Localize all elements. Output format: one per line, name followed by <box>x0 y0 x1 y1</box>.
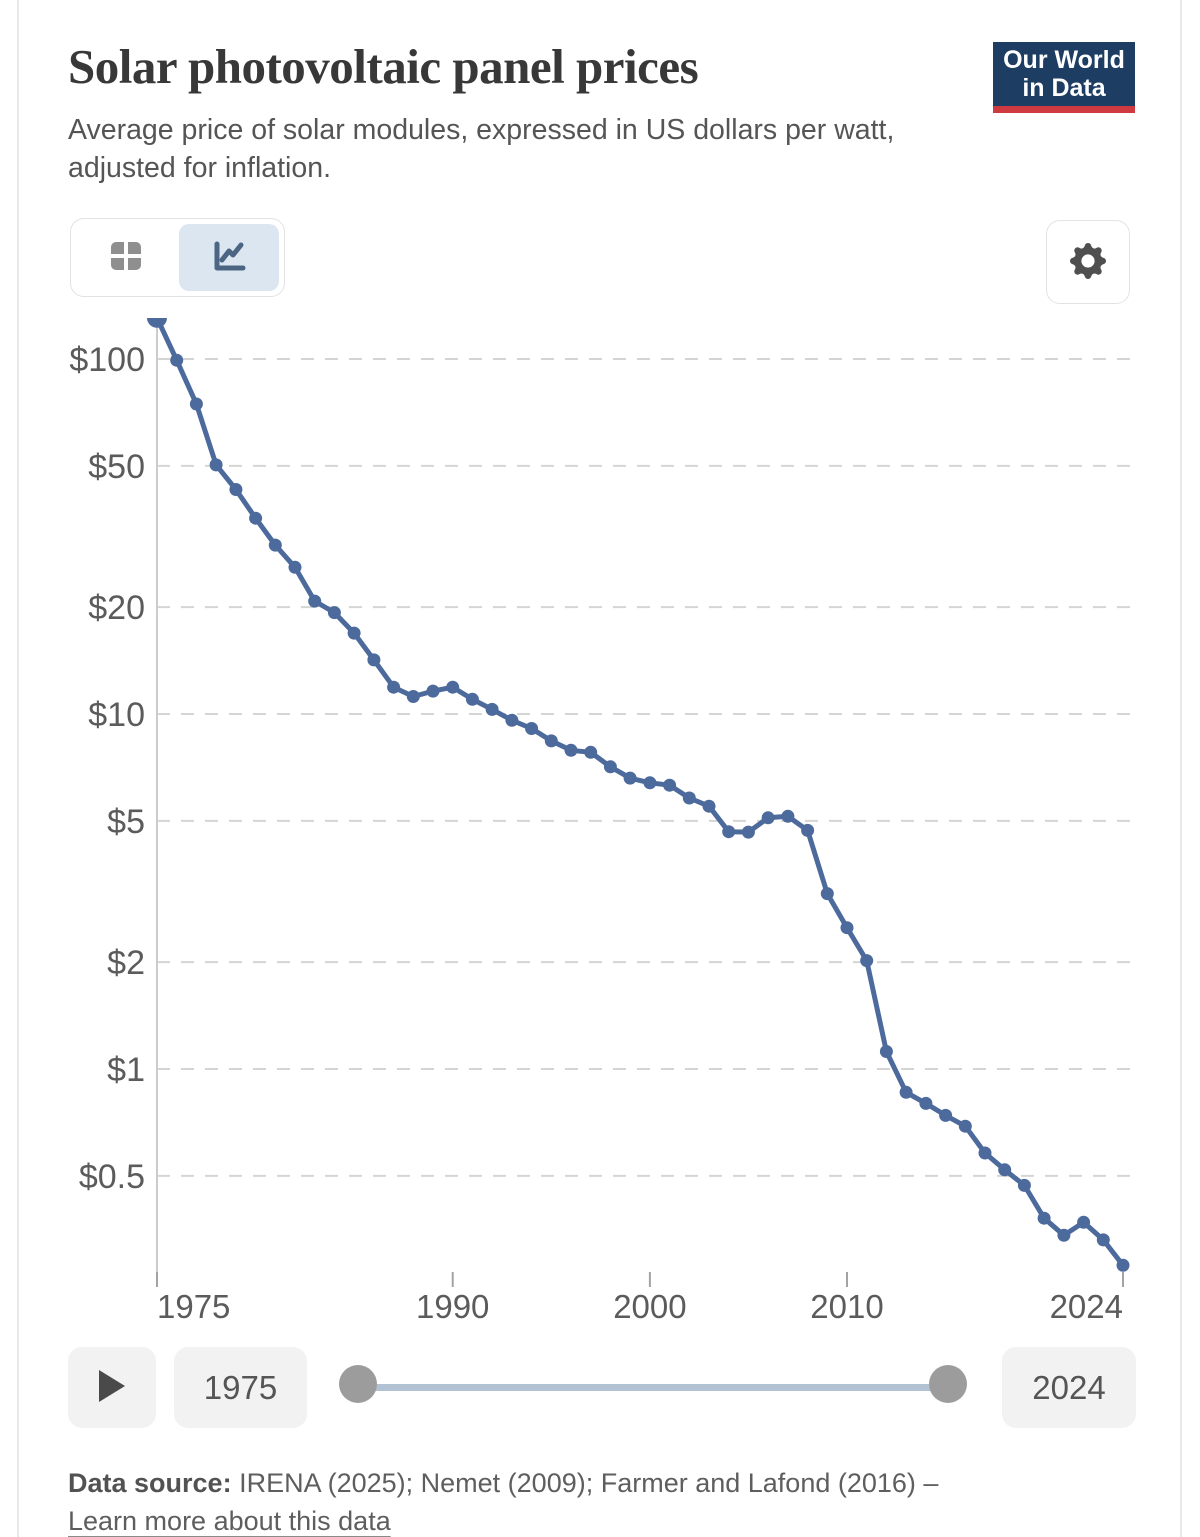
point-1981[interactable] <box>268 538 282 552</box>
point-1983[interactable] <box>308 594 322 608</box>
play-icon <box>97 1368 127 1407</box>
y-axis-label-$20: $20 <box>88 589 145 627</box>
y-axis-label-$5: $5 <box>107 803 145 841</box>
point-2006[interactable] <box>761 811 775 825</box>
point-1987[interactable] <box>387 680 401 694</box>
point-1991[interactable] <box>465 692 479 706</box>
point-2001[interactable] <box>663 778 677 792</box>
price-series[interactable] <box>147 310 1130 1272</box>
point-2000[interactable] <box>643 776 657 790</box>
point-1990[interactable] <box>446 680 460 694</box>
point-1980[interactable] <box>249 511 263 525</box>
point-2017[interactable] <box>978 1146 992 1160</box>
point-2005[interactable] <box>741 825 755 839</box>
point-1998[interactable] <box>603 760 617 774</box>
point-2022[interactable] <box>1077 1215 1091 1229</box>
y-axis-label-$2: $2 <box>107 944 145 982</box>
point-1994[interactable] <box>525 722 539 735</box>
point-1995[interactable] <box>544 734 558 748</box>
point-2004[interactable] <box>722 825 736 839</box>
owid-logo-line2: in Data <box>1022 74 1106 102</box>
point-1988[interactable] <box>406 690 420 703</box>
x-axis-label-2024: 2024 <box>1050 1288 1123 1325</box>
point-1975[interactable] <box>147 310 167 328</box>
owid-logo-line1: Our World <box>1003 46 1125 74</box>
point-1993[interactable] <box>505 713 519 727</box>
point-1976[interactable] <box>170 353 184 367</box>
point-2014[interactable] <box>919 1096 933 1110</box>
price-line <box>154 318 1126 1268</box>
timeline-start-handle[interactable] <box>339 1365 377 1403</box>
y-axis-label-$1: $1 <box>107 1051 145 1089</box>
play-button[interactable] <box>68 1347 156 1428</box>
data-source-text: IRENA (2025); Nemet (2009); Farmer and L… <box>231 1468 939 1498</box>
y-axis-label-$50: $50 <box>88 448 145 486</box>
point-1986[interactable] <box>367 653 381 667</box>
point-2015[interactable] <box>939 1108 953 1122</box>
learn-more-link[interactable]: Learn more about this data <box>68 1506 391 1537</box>
point-1985[interactable] <box>347 626 361 640</box>
gear-icon <box>1070 242 1106 282</box>
point-1999[interactable] <box>623 771 637 785</box>
point-1996[interactable] <box>564 743 578 757</box>
point-1997[interactable] <box>584 745 598 759</box>
point-2003[interactable] <box>702 799 716 813</box>
page-title: Solar photovoltaic panel prices <box>68 39 699 94</box>
y-axis-label-$100: $100 <box>69 341 145 379</box>
point-1979[interactable] <box>229 483 243 496</box>
line-chart-icon <box>209 236 249 279</box>
point-2020[interactable] <box>1037 1211 1051 1225</box>
point-2018[interactable] <box>998 1163 1012 1177</box>
point-2019[interactable] <box>1017 1178 1031 1192</box>
owid-logo[interactable]: Our World in Data <box>993 42 1135 113</box>
point-1992[interactable] <box>485 702 499 716</box>
timeline-end-year[interactable]: 2024 <box>1002 1347 1136 1428</box>
point-2013[interactable] <box>899 1085 913 1099</box>
point-2008[interactable] <box>801 823 815 837</box>
point-1989[interactable] <box>426 684 440 698</box>
point-1977[interactable] <box>189 397 203 411</box>
frame-right-border <box>1180 0 1182 1537</box>
point-2007[interactable] <box>781 809 795 823</box>
footer: Data source: IRENA (2025); Nemet (2009);… <box>68 1464 1148 1537</box>
x-axis-label-2010: 2010 <box>810 1288 883 1325</box>
table-icon <box>106 238 146 277</box>
x-axis-label-2000: 2000 <box>613 1288 686 1325</box>
table-view-button[interactable] <box>76 224 176 291</box>
y-axis-label-$10: $10 <box>88 696 145 734</box>
point-2016[interactable] <box>958 1119 972 1133</box>
point-1984[interactable] <box>327 606 341 620</box>
timeline-controls: 1975 2024 <box>0 1340 1200 1440</box>
point-1982[interactable] <box>288 560 302 574</box>
point-2009[interactable] <box>820 887 834 901</box>
chart-canvas[interactable]: $100 $50 $20 $10 $5 $2 $1 $0.5 1975 1990 2000 2010 2… <box>0 310 1200 1340</box>
point-2002[interactable] <box>682 791 696 805</box>
settings-button[interactable] <box>1046 220 1130 304</box>
point-1978[interactable] <box>209 458 223 472</box>
chart-subtitle: Average price of solar modules, expresse… <box>68 114 895 184</box>
point-2021[interactable] <box>1057 1228 1071 1242</box>
x-axis-label-1990: 1990 <box>416 1288 489 1325</box>
point-2023[interactable] <box>1096 1233 1110 1247</box>
y-axis-label-$0.5: $0.5 <box>79 1158 145 1196</box>
point-2011[interactable] <box>860 954 874 968</box>
timeline-start-year[interactable]: 1975 <box>174 1347 307 1428</box>
timeline-end-handle[interactable] <box>929 1365 967 1403</box>
data-source-label: Data source: <box>68 1468 232 1498</box>
point-2010[interactable] <box>840 921 854 935</box>
timeline-slider-track[interactable] <box>358 1384 948 1391</box>
view-toggle-group <box>70 218 285 297</box>
x-axis-label-1975: 1975 <box>157 1288 230 1325</box>
chart-view-button[interactable] <box>179 224 279 291</box>
frame-left-border <box>17 0 19 1537</box>
point-2024[interactable] <box>1116 1258 1130 1272</box>
point-2012[interactable] <box>879 1045 893 1058</box>
